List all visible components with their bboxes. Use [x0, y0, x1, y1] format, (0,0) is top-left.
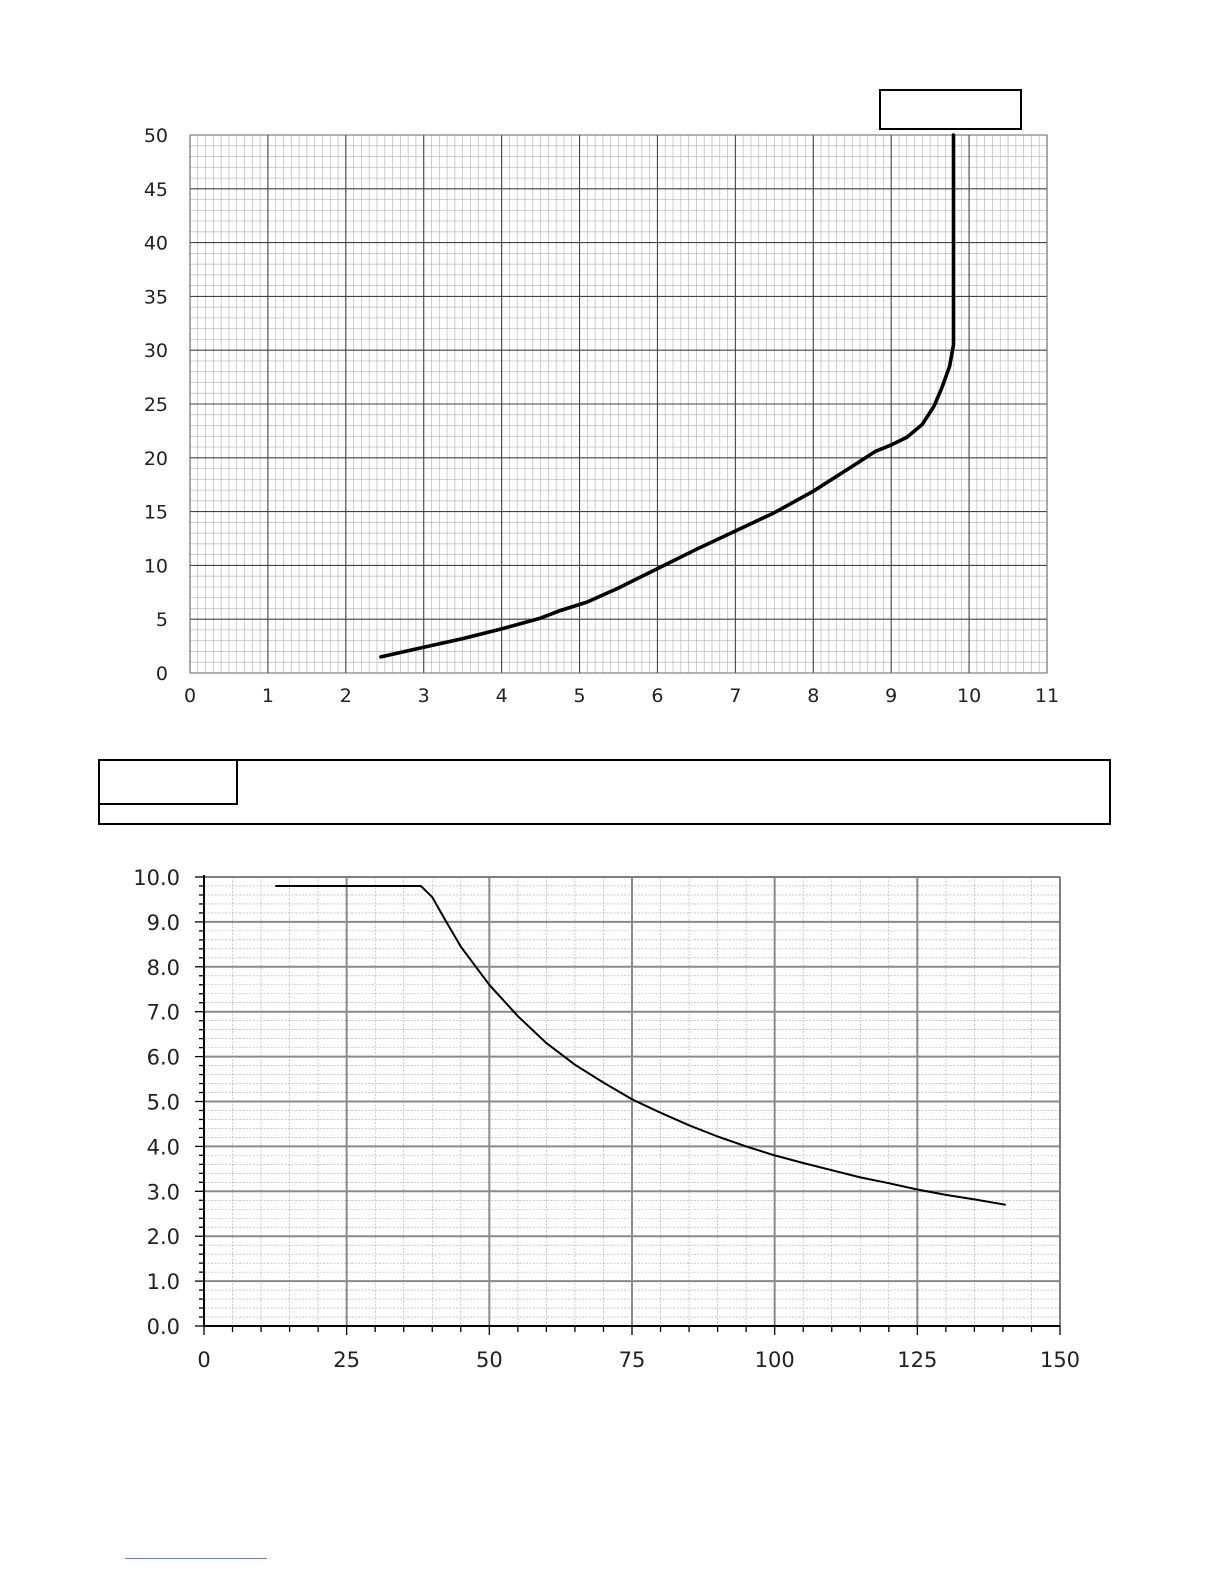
x-axis-tick-labels: 0 25 50 75 100 125 150: [197, 1348, 1080, 1372]
y-tick-label: 9.0: [147, 911, 180, 935]
y-tick-label: 5: [156, 609, 168, 631]
y-axis-tick-labels: 0.0 1.0 2.0 3.0 4.0 5.0 6.0 7.0 8.0 9.0 10.0: [133, 866, 180, 1339]
x-tick-label: 100: [755, 1348, 795, 1372]
y-tick-label: 4.0: [147, 1135, 180, 1159]
major-gridlines: [203, 876, 1061, 1327]
y-tick-label: 40: [144, 233, 168, 255]
y-tick-label: 7.0: [147, 1001, 180, 1025]
x-tick-label: 25: [333, 1348, 360, 1372]
y-tick-label: 2.0: [147, 1225, 180, 1249]
y-tick-label: 3.0: [147, 1180, 180, 1204]
y-tick-label: 45: [144, 179, 168, 201]
legend-box: [879, 89, 1022, 130]
x-tick-label: 9: [885, 685, 897, 707]
caption-label-box: [98, 759, 238, 805]
y-tick-label: 35: [144, 286, 168, 308]
y-tick-label: 30: [144, 340, 168, 362]
y-tick-label: 10.0: [133, 866, 180, 890]
y-tick-label: 1.0: [147, 1270, 180, 1294]
x-tick-label: 0: [184, 685, 196, 707]
y-tick-label: 10: [144, 555, 168, 577]
y-tick-label: 15: [144, 502, 168, 524]
x-tick-label: 5: [573, 685, 585, 707]
x-axis-tick-labels: 0 1 2 3 4 5 6 7 8 9 10 11: [184, 685, 1059, 707]
y-tick-label: 20: [144, 448, 168, 470]
x-tick-label: 50: [476, 1348, 503, 1372]
x-tick-label: 8: [807, 685, 819, 707]
x-tick-label: 2: [340, 685, 352, 707]
x-tick-label: 11: [1035, 685, 1059, 707]
x-tick-label: 75: [619, 1348, 646, 1372]
x-tick-label: 1: [262, 685, 274, 707]
y-tick-label: 25: [144, 394, 168, 416]
x-tick-label: 4: [496, 685, 508, 707]
footnote-rule: [125, 1558, 267, 1559]
series-line: [275, 885, 1006, 1206]
y-tick-label: 0.0: [147, 1315, 180, 1339]
chart-bottom: 0 25 50 75 100 125 150 0.0 1.0 2.0 3.0 4.0 5.0 6.0 7.…: [133, 866, 1080, 1372]
x-tick-label: 150: [1040, 1348, 1080, 1372]
y-tick-label: 5.0: [147, 1091, 180, 1115]
y-tick-label: 0: [156, 663, 168, 685]
x-tick-label: 7: [729, 685, 741, 707]
x-tick-label: 6: [651, 685, 663, 707]
series-layer: [379, 133, 956, 659]
x-tick-label: 10: [957, 685, 981, 707]
y-tick-label: 8.0: [147, 956, 180, 980]
y-axis-tick-labels: 0 5 10 15 20 25 30 35 40 45 50: [144, 125, 168, 685]
series-layer: [275, 885, 1006, 1206]
x-tick-label: 0: [197, 1348, 210, 1372]
x-tick-label: 3: [418, 685, 430, 707]
series-line: [379, 133, 956, 659]
y-tick-label: 6.0: [147, 1046, 180, 1070]
plot-area-border: [189, 134, 1048, 674]
axes: [195, 875, 1061, 1335]
y-tick-label: 50: [144, 125, 168, 147]
caption-frame: [98, 759, 1111, 825]
x-tick-label: 125: [897, 1348, 937, 1372]
